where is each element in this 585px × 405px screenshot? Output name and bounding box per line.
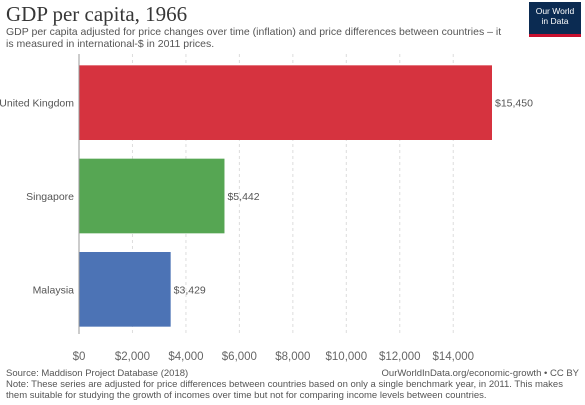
source-text: Source: Maddison Project Database (2018) — [6, 368, 189, 379]
value-label: $15,450 — [495, 98, 533, 110]
value-label: $3,429 — [174, 284, 206, 296]
value-label: $5,442 — [227, 191, 259, 203]
chart-title: GDP per capita, 1966 — [6, 2, 188, 26]
x-tick-label: $0 — [73, 351, 86, 363]
logo-line2: in Data — [541, 16, 569, 26]
x-tick-label: $6,000 — [222, 351, 257, 363]
x-tick-label: $12,000 — [379, 351, 421, 363]
owid-logo[interactable]: Our World in Data — [529, 2, 581, 37]
x-tick-label: $10,000 — [326, 351, 368, 363]
x-tick-label: $4,000 — [168, 351, 203, 363]
bar — [79, 252, 171, 327]
x-tick-label: $2,000 — [115, 351, 150, 363]
category-label: Singapore — [26, 191, 74, 203]
footnote-text: Note: These series are adjusted for pric… — [6, 379, 563, 401]
bar — [79, 158, 225, 234]
category-label: United Kingdom — [0, 98, 74, 110]
bar — [79, 65, 492, 140]
category-label: Malaysia — [33, 284, 75, 296]
logo-line1: Our World — [535, 6, 575, 16]
source-url-link[interactable]: OurWorldInData.org/economic-growth • CC … — [381, 368, 579, 379]
x-tick-label: $8,000 — [275, 351, 310, 363]
chart-subtitle: GDP per capita adjusted for price change… — [6, 26, 502, 50]
logo-accent-bar — [529, 34, 581, 37]
x-tick-label: $14,000 — [432, 351, 474, 363]
